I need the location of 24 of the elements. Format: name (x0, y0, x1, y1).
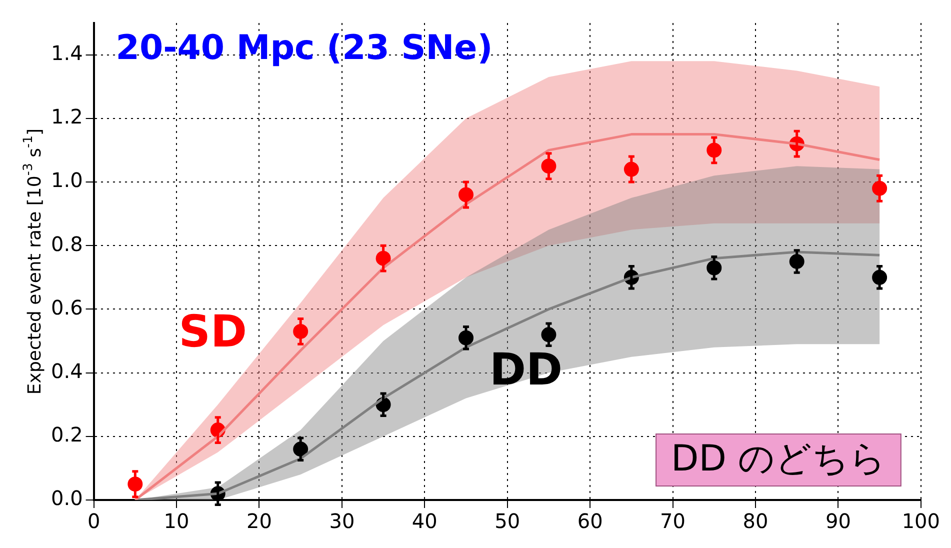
x-tick-label: 80 (742, 509, 768, 534)
chart-title: 20-40 Mpc (23 SNe) (116, 28, 493, 68)
y-axis-title: Expected event rate [10-3 s-1] (20, 128, 46, 395)
y-tick-label: 0.6 (50, 295, 83, 320)
x-tick-label: 0 (87, 509, 100, 534)
y-tick-label: 1.4 (50, 41, 83, 66)
y-tick-label: 0.2 (50, 422, 83, 447)
x-tick-label: 40 (412, 509, 438, 534)
series-label: SD (178, 306, 247, 358)
y-tick-label: 1.0 (50, 168, 83, 192)
x-tick-label: 100 (902, 509, 940, 534)
x-tick-label: 70 (660, 509, 686, 534)
y-tick-label: 0.4 (50, 359, 83, 384)
y-tick-label: 0.0 (50, 486, 83, 510)
x-tick-label: 90 (825, 509, 851, 534)
x-tick-label: 60 (577, 509, 603, 534)
x-tick-label: 20 (246, 509, 272, 534)
x-tick-label: 50 (494, 509, 520, 534)
series-label: DD (489, 344, 563, 396)
x-tick-label: 10 (164, 509, 190, 534)
annotation: DD のどちら (671, 438, 886, 480)
x-tick-label: 30 (329, 509, 355, 534)
y-tick-label: 0.8 (50, 232, 83, 256)
y-tick-label: 1.2 (50, 104, 83, 129)
